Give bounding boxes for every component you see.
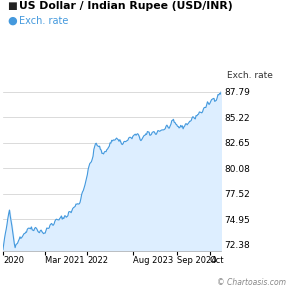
Text: Exch. rate: Exch. rate [227,71,273,79]
Text: © Chartoasis.com: © Chartoasis.com [217,278,286,287]
Text: US Dollar / Indian Rupee (USD/INR): US Dollar / Indian Rupee (USD/INR) [19,1,233,12]
Text: Exch. rate: Exch. rate [19,16,68,26]
Text: ●: ● [7,16,17,26]
Text: ■: ■ [7,1,17,12]
